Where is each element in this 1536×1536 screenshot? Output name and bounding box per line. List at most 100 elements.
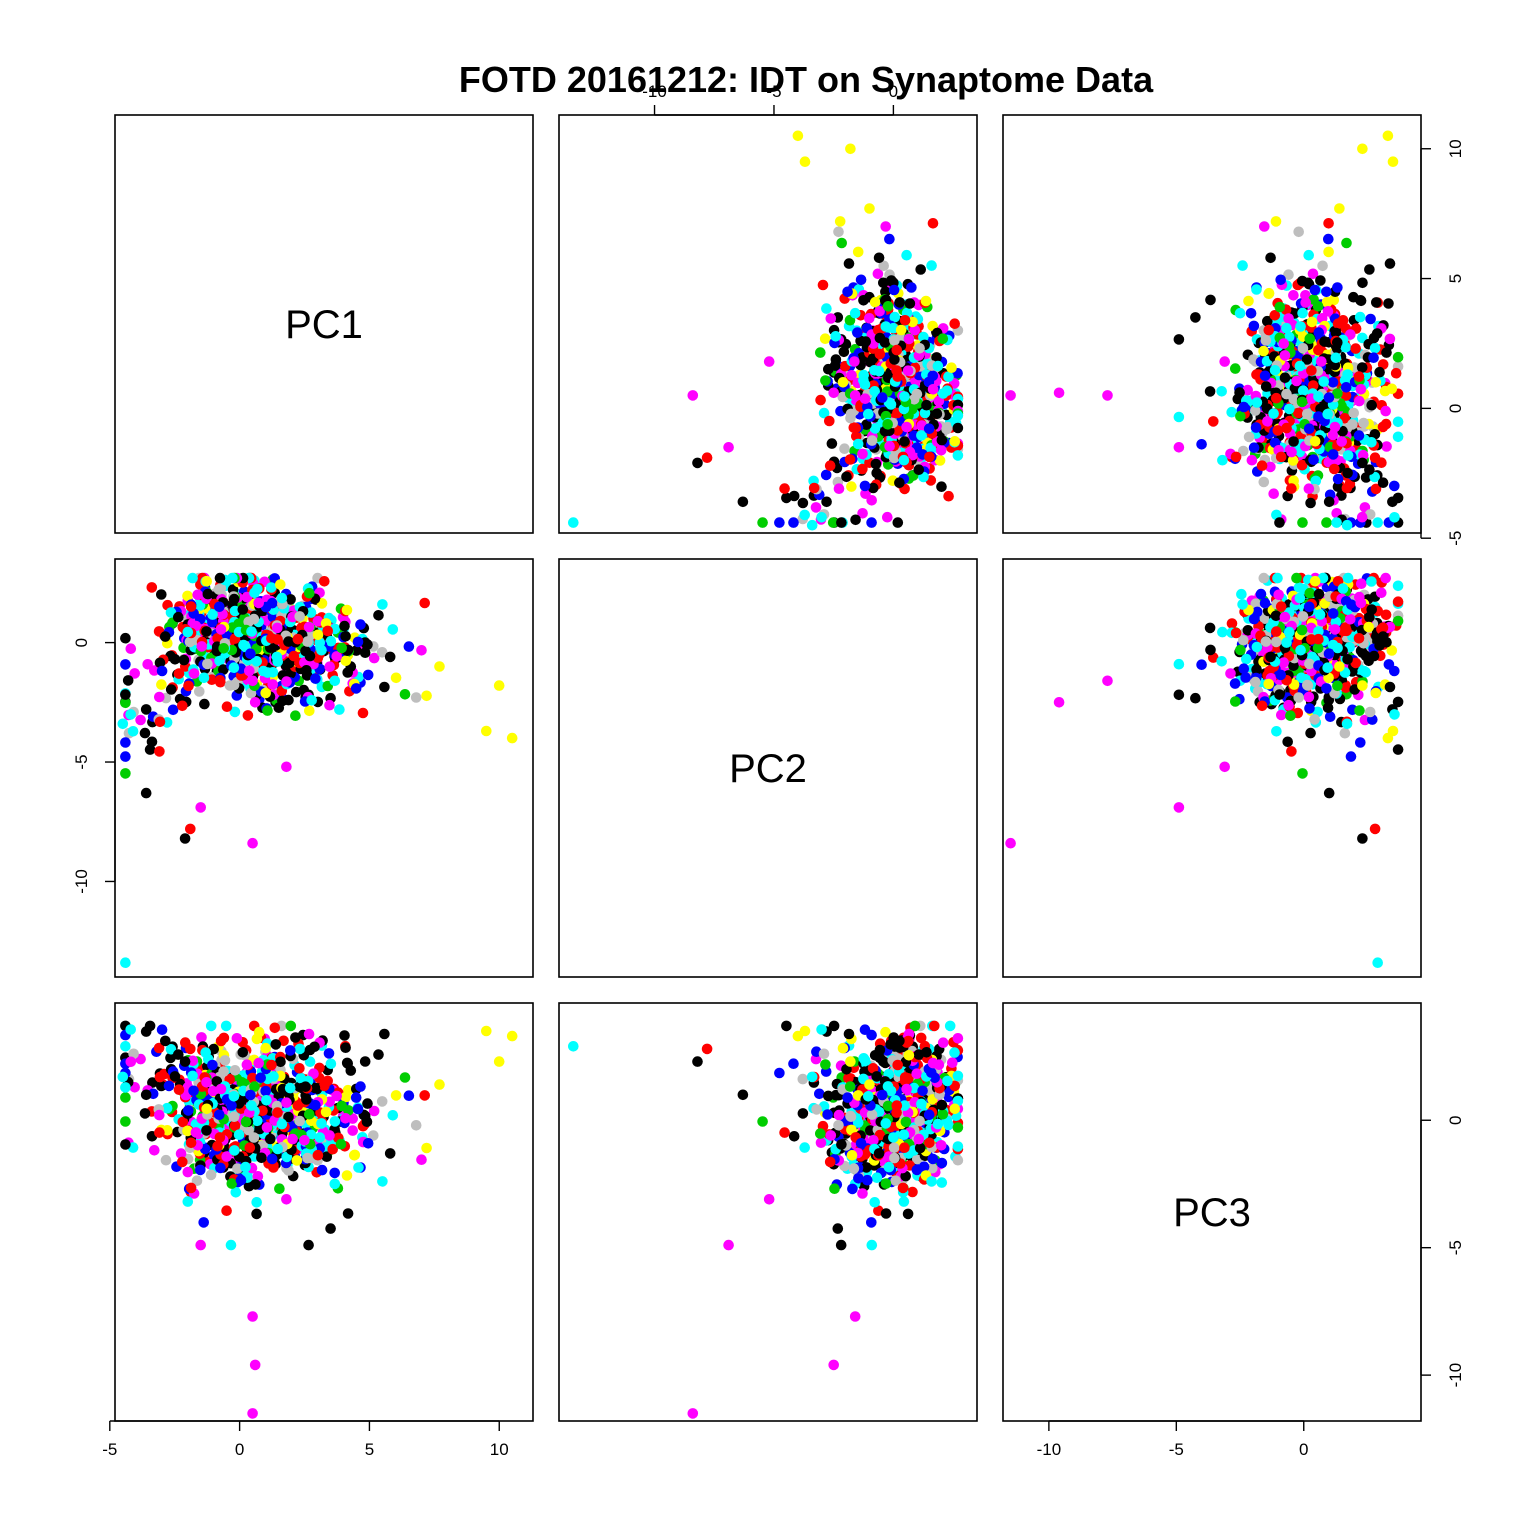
data-point	[1306, 365, 1317, 376]
data-point	[196, 1032, 207, 1043]
data-point	[368, 1105, 380, 1117]
data-point	[179, 833, 191, 844]
data-point	[1322, 306, 1334, 317]
data-point	[493, 680, 505, 691]
data-point	[687, 390, 699, 401]
data-point	[1173, 411, 1185, 423]
data-point	[1259, 597, 1271, 609]
data-point	[1353, 371, 1365, 382]
data-point	[182, 1196, 194, 1207]
data-point	[1226, 618, 1238, 629]
data-point	[1364, 264, 1375, 275]
data-point	[281, 676, 292, 687]
data-point	[285, 594, 296, 605]
data-point	[214, 1132, 226, 1143]
data-point	[347, 1125, 359, 1136]
data-point	[1245, 308, 1257, 319]
data-point	[1324, 711, 1336, 722]
data-point	[859, 480, 871, 492]
data-point	[871, 467, 882, 479]
data-point	[1384, 333, 1396, 345]
data-point	[173, 1084, 185, 1095]
data-point	[1304, 703, 1315, 714]
data-point	[249, 697, 261, 708]
data-point	[302, 636, 313, 647]
data-point	[1392, 351, 1404, 363]
data-point	[1217, 454, 1228, 466]
data-point	[377, 1176, 388, 1187]
data-point	[859, 379, 871, 390]
data-point	[243, 616, 254, 628]
data-point	[1309, 714, 1320, 725]
data-point	[1173, 802, 1185, 813]
data-point	[1355, 737, 1366, 748]
data-point	[221, 701, 233, 712]
data-point	[237, 604, 249, 615]
data-point	[205, 1169, 217, 1181]
data-point	[1271, 392, 1282, 404]
data-point	[399, 1072, 411, 1083]
data-point	[860, 488, 871, 500]
data-point	[419, 597, 431, 609]
data-point	[1340, 390, 1352, 401]
data-point	[245, 1089, 256, 1101]
data-point	[416, 645, 427, 656]
data-point	[1332, 337, 1343, 348]
data-point	[1304, 658, 1315, 670]
data-point	[921, 399, 932, 411]
data-point	[120, 768, 131, 779]
data-point	[281, 761, 292, 773]
data-point	[304, 1108, 315, 1120]
data-point	[201, 626, 212, 637]
data-point	[952, 450, 964, 461]
data-point	[884, 233, 895, 245]
data-point	[1348, 407, 1359, 419]
data-point	[156, 1024, 168, 1035]
data-point	[1357, 457, 1368, 469]
data-point	[379, 681, 390, 693]
data-point	[1354, 705, 1365, 716]
data-point	[177, 1156, 188, 1168]
data-point	[1005, 837, 1016, 849]
data-point	[1190, 692, 1201, 704]
data-point	[249, 587, 260, 599]
data-point	[1265, 252, 1276, 264]
data-point	[228, 679, 240, 691]
data-point	[1259, 370, 1271, 382]
data-point	[253, 1057, 264, 1069]
data-point	[926, 260, 937, 271]
data-point	[1256, 460, 1268, 472]
data-point	[1284, 403, 1295, 415]
data-point	[1248, 320, 1260, 332]
data-point	[192, 589, 203, 601]
data-point	[1358, 665, 1370, 677]
data-point	[1386, 645, 1398, 656]
data-point	[1381, 441, 1392, 452]
point-layer	[117, 130, 1404, 1419]
data-point	[357, 707, 369, 719]
data-point	[266, 597, 278, 609]
data-point	[207, 609, 218, 620]
panel-pc3-vs-pc2	[568, 1020, 964, 1419]
data-point	[275, 579, 286, 590]
data-point	[692, 457, 703, 469]
data-point	[874, 306, 885, 317]
data-point	[952, 1141, 964, 1152]
data-point	[943, 490, 954, 502]
data-point	[329, 1116, 341, 1127]
data-point	[207, 616, 218, 628]
data-point	[841, 471, 852, 483]
data-point	[303, 621, 315, 633]
data-point	[1323, 246, 1334, 258]
data-point	[1242, 625, 1254, 636]
data-point	[1262, 315, 1273, 327]
data-point	[262, 705, 273, 716]
data-point	[873, 252, 885, 264]
data-point	[139, 1108, 151, 1119]
data-point	[1323, 392, 1335, 403]
data-point	[1281, 637, 1292, 648]
data-point	[336, 642, 348, 654]
data-point	[300, 645, 311, 657]
data-point	[1309, 284, 1321, 296]
data-point	[901, 421, 912, 433]
